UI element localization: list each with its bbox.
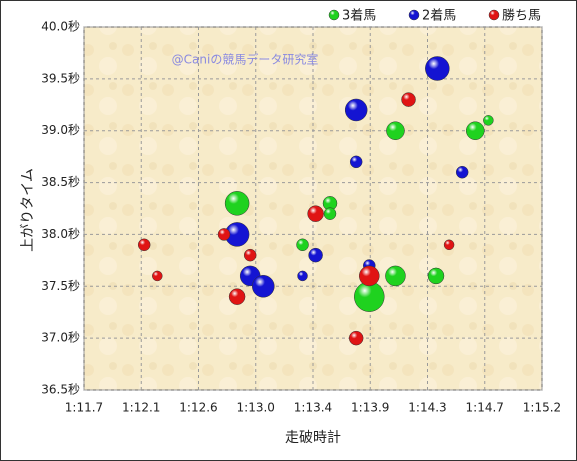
bubble (466, 121, 485, 140)
bubble (401, 92, 416, 107)
y-axis-label: 上がりタイム (20, 168, 36, 252)
legend-marker (328, 9, 340, 21)
x-tick-label: 1:11.7 (65, 401, 103, 415)
bubble (425, 56, 450, 81)
x-tick-label: 1:15.2 (523, 401, 561, 415)
bubble (217, 228, 231, 241)
x-tick-label: 1:13.4 (294, 401, 332, 415)
y-tick-label: 37.5秒 (41, 279, 80, 293)
legend-label: 2着馬 (422, 8, 456, 24)
bubble (359, 265, 380, 287)
bubble (137, 238, 151, 252)
x-tick-label: 1:14.3 (408, 401, 446, 415)
x-tick-label: 1:12.1 (122, 401, 160, 415)
bubble (297, 270, 308, 282)
bubble (385, 265, 406, 287)
watermark: @Caniの競馬データ研究室 (172, 52, 319, 67)
y-tick-label: 39.5秒 (41, 71, 80, 85)
y-tick-label: 36.5秒 (41, 383, 80, 397)
x-tick-label: 1:14.7 (466, 401, 504, 415)
bubble (349, 155, 363, 169)
y-tick-label: 37.0秒 (41, 331, 80, 345)
x-tick-label: 1:13.0 (237, 401, 275, 415)
bubble (455, 165, 469, 179)
bubble (348, 330, 364, 346)
bubble (344, 98, 368, 122)
y-tick-label: 38.5秒 (41, 175, 80, 189)
bubble (228, 288, 246, 305)
bubble (252, 275, 275, 298)
x-tick-label: 1:13.9 (351, 401, 389, 415)
legend-label: 勝ち馬 (502, 9, 541, 24)
bubble (427, 267, 445, 285)
y-tick-label: 38.0秒 (41, 227, 80, 241)
bubble (323, 207, 337, 220)
bubble (307, 205, 324, 222)
bubble (224, 191, 250, 216)
legend-marker (488, 9, 500, 21)
x-axis-label: 走破時計 (285, 430, 341, 446)
bubble (243, 248, 257, 262)
bubble (443, 239, 455, 251)
legend-label: 3着馬 (342, 8, 376, 24)
legend-marker (408, 9, 420, 21)
x-tick-label: 1:12.6 (179, 401, 217, 415)
y-tick-label: 39.0秒 (41, 123, 80, 137)
bubble (296, 238, 309, 252)
bubble (308, 247, 323, 263)
bubble (152, 270, 163, 282)
bubble (386, 121, 405, 140)
bubble (483, 115, 494, 126)
y-tick-label: 40.0秒 (41, 20, 80, 34)
